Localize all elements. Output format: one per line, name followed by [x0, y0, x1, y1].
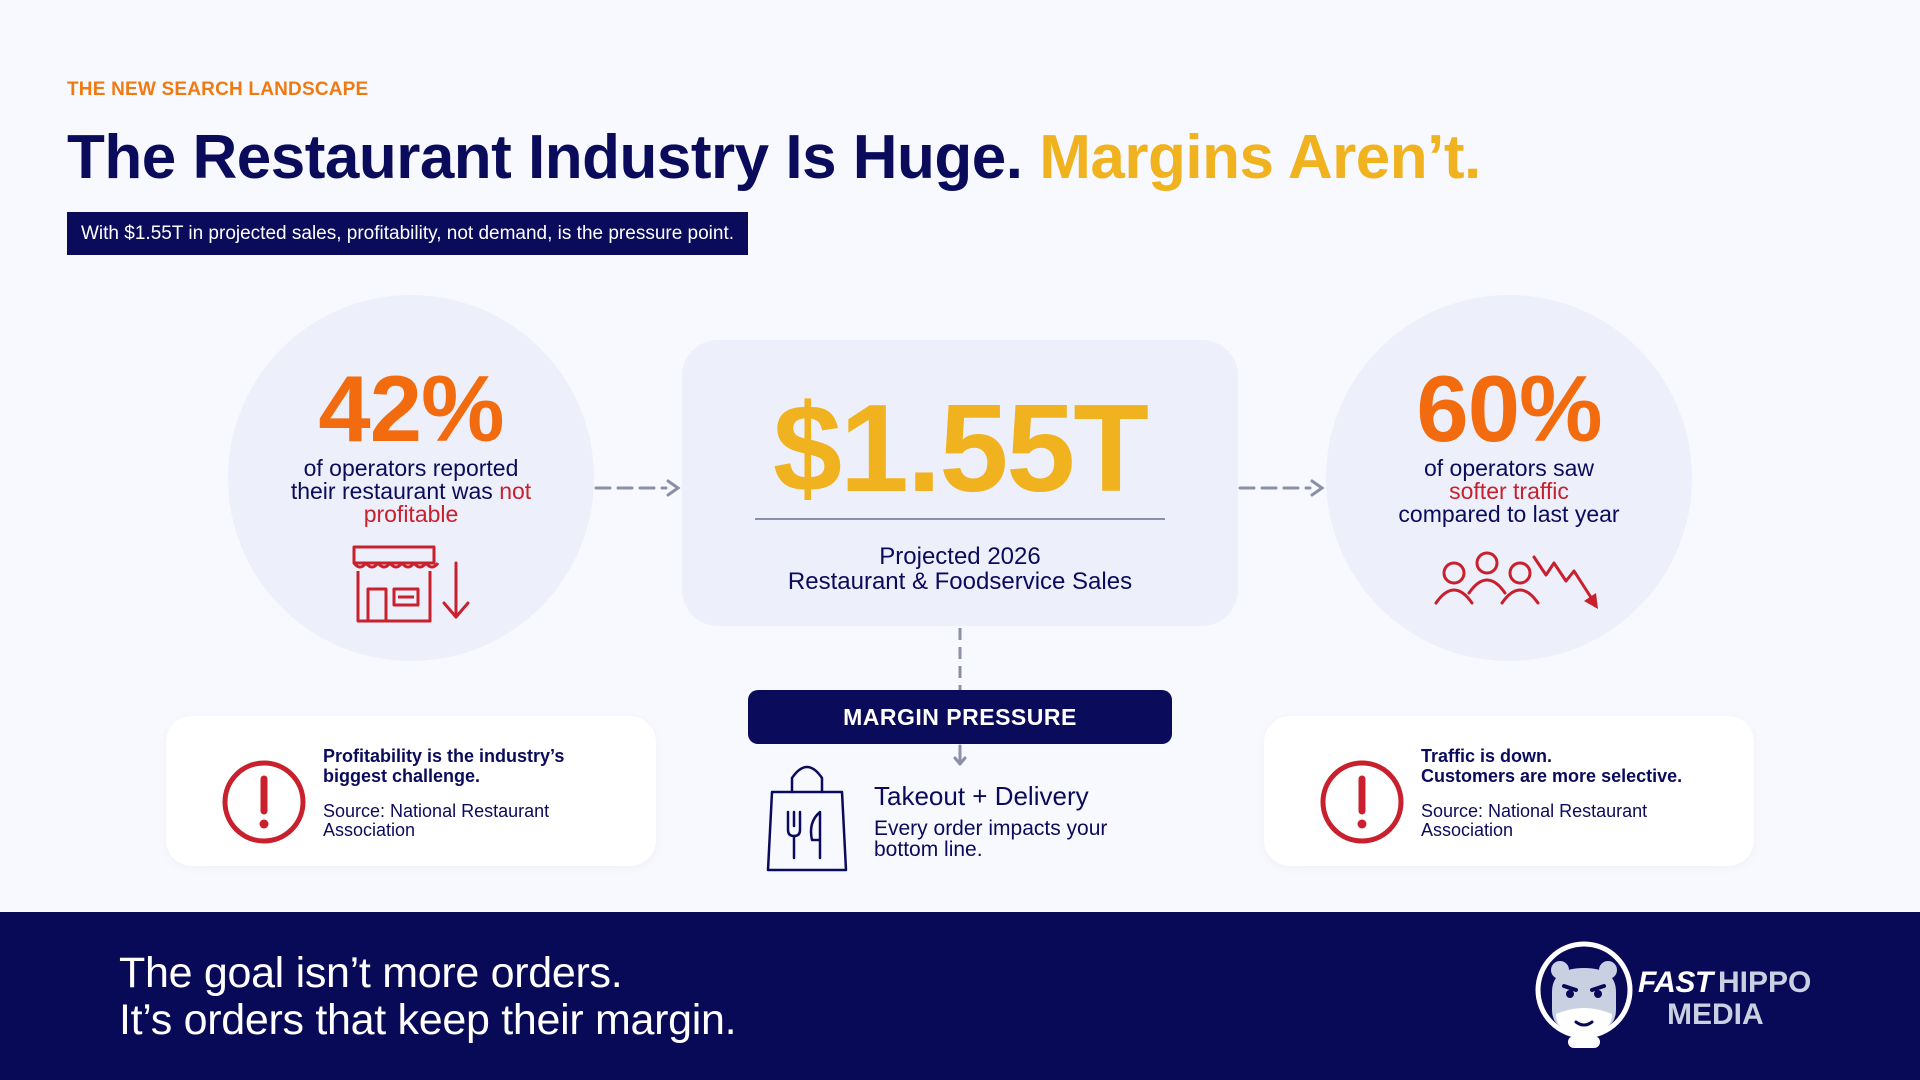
right-callout-source-line2: Association	[1421, 820, 1514, 840]
delivery-desc-line2: bottom line.	[874, 838, 983, 861]
left-stat-description: of operators reported their restaurant w…	[228, 457, 594, 526]
right-stat-line1: of operators saw	[1423, 455, 1595, 481]
brand-hippo: HIPPO	[1718, 966, 1812, 999]
dashed-arrow-left	[594, 479, 681, 497]
page-title: The Restaurant Industry Is Huge. Margins…	[67, 122, 1481, 193]
small-down-arrow	[953, 744, 967, 766]
right-stat-value: 60%	[1416, 356, 1602, 461]
delivery-description: Every order impacts your bottom line.	[874, 818, 1154, 860]
center-stat-value: $1.55T	[772, 380, 1149, 518]
left-callout-source-line2: Association	[323, 820, 416, 840]
right-callout-title-line2: Customers are more selective.	[1421, 766, 1683, 786]
left-stat-circle: 42% of operators reported their restaura…	[228, 295, 594, 661]
center-caption-line2: Restaurant & Foodservice Sales	[787, 568, 1133, 595]
subtitle-banner: With $1.55T in projected sales, profitab…	[67, 212, 749, 255]
storefront-down-icon	[352, 545, 470, 623]
footer-line1: The goal isn’t more orders.	[119, 949, 623, 997]
center-caption-line1: Projected 2026	[879, 543, 1041, 570]
left-callout-title: Profitability is the industry’s biggest …	[323, 746, 643, 786]
brand-media: MEDIA	[1667, 998, 1764, 1031]
right-stat-line2: softer traffic	[1449, 478, 1569, 504]
footer-message: The goal isn’t more orders. It’s orders …	[119, 949, 737, 1044]
dashed-arrow-right	[1238, 479, 1325, 497]
hippo-logo-icon	[1535, 941, 1633, 1048]
right-callout-title: Traffic is down. Customers are more sele…	[1421, 746, 1741, 786]
right-stat-description: of operators saw softer traffic compared…	[1326, 457, 1692, 526]
footer-line2: It’s orders that keep their margin.	[119, 996, 737, 1044]
left-stat-line1: of operators reported	[303, 455, 519, 481]
center-stat-divider	[755, 518, 1165, 520]
takeout-bag-icon	[766, 765, 848, 872]
left-stat-line2: their restaurant was not	[228, 480, 594, 503]
footer-banner: The goal isn’t more orders. It’s orders …	[0, 912, 1920, 1080]
dashed-connector	[958, 628, 962, 690]
center-stat-card: $1.55T Projected 2026 Restaurant & Foods…	[682, 340, 1238, 626]
left-callout-title-line1: Profitability is the industry’s	[323, 746, 565, 766]
left-stat-line2-prefix: their restaurant was	[290, 478, 493, 504]
left-callout-source: Source: National Restaurant Association	[323, 802, 623, 840]
delivery-desc-line1: Every order impacts your	[874, 817, 1108, 840]
left-stat-line3: profitable	[363, 501, 459, 527]
left-callout-title-line2: biggest challenge.	[323, 766, 481, 786]
right-callout-source-line1: Source: National Restaurant	[1421, 801, 1648, 821]
alert-icon	[1320, 760, 1404, 844]
right-stat-circle: 60% of operators saw softer traffic comp…	[1326, 295, 1692, 661]
eyebrow-label: THE NEW SEARCH LANDSCAPE	[67, 79, 369, 100]
left-callout-card: Profitability is the industry’s biggest …	[166, 716, 656, 866]
left-callout-source-line1: Source: National Restaurant	[323, 801, 550, 821]
brand-fast: FAST	[1638, 966, 1713, 999]
right-stat-line3: compared to last year	[1398, 501, 1620, 527]
alert-icon	[222, 760, 306, 844]
margin-pressure-banner: MARGIN PRESSURE	[748, 690, 1172, 744]
people-trend-down-icon	[1434, 551, 1598, 609]
left-stat-value: 42%	[318, 356, 504, 461]
headline-main: The Restaurant Industry Is Huge.	[67, 123, 1023, 192]
center-stat-caption: Projected 2026 Restaurant & Foodservice …	[682, 544, 1238, 594]
delivery-title: Takeout + Delivery	[874, 781, 1089, 811]
left-stat-line2-highlight: not	[499, 478, 532, 504]
right-callout-source: Source: National Restaurant Association	[1421, 802, 1721, 840]
right-callout-card: Traffic is down. Customers are more sele…	[1264, 716, 1754, 866]
right-callout-title-line1: Traffic is down.	[1421, 746, 1553, 766]
headline-accent: Margins Aren’t.	[1039, 123, 1481, 192]
